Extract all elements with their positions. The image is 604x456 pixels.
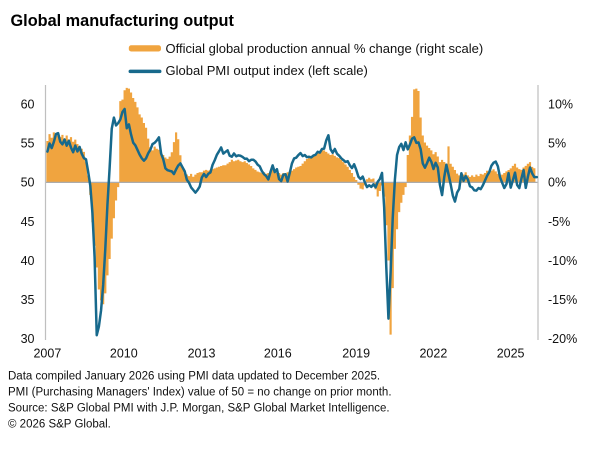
svg-text:2010: 2010 bbox=[110, 347, 138, 361]
svg-text:PMI (Purchasing Managers' Inde: PMI (Purchasing Managers' Index) value o… bbox=[8, 387, 392, 399]
svg-text:40: 40 bbox=[21, 254, 35, 268]
svg-text:2016: 2016 bbox=[264, 347, 292, 361]
svg-text:Official global production ann: Official global production annual % chan… bbox=[166, 41, 484, 56]
svg-text:-10%: -10% bbox=[548, 254, 577, 268]
svg-text:2025: 2025 bbox=[497, 347, 525, 361]
svg-text:2019: 2019 bbox=[342, 347, 370, 361]
svg-text:30: 30 bbox=[21, 332, 35, 346]
svg-text:Global manufacturing output: Global manufacturing output bbox=[11, 12, 235, 30]
svg-text:60: 60 bbox=[21, 98, 35, 112]
svg-text:-20%: -20% bbox=[548, 332, 577, 346]
svg-text:55: 55 bbox=[21, 137, 35, 151]
svg-text:5%: 5% bbox=[548, 137, 566, 151]
svg-text:2013: 2013 bbox=[188, 347, 216, 361]
svg-text:© 2026 S&P Global.: © 2026 S&P Global. bbox=[8, 419, 111, 431]
svg-text:Data compiled January 2026 usi: Data compiled January 2026 using PMI dat… bbox=[8, 371, 380, 383]
svg-text:2022: 2022 bbox=[419, 347, 447, 361]
svg-text:2007: 2007 bbox=[33, 347, 61, 361]
svg-text:-5%: -5% bbox=[548, 215, 570, 229]
svg-text:35: 35 bbox=[21, 293, 35, 307]
svg-text:10%: 10% bbox=[548, 98, 573, 112]
svg-text:Global PMI output index (left: Global PMI output index (left scale) bbox=[166, 63, 368, 78]
svg-text:50: 50 bbox=[21, 176, 35, 190]
svg-text:45: 45 bbox=[21, 215, 35, 229]
svg-text:Source: S&P Global PMI with J.: Source: S&P Global PMI with J.P. Morgan,… bbox=[8, 403, 390, 415]
svg-text:0%: 0% bbox=[548, 176, 566, 190]
svg-text:-15%: -15% bbox=[548, 293, 577, 307]
